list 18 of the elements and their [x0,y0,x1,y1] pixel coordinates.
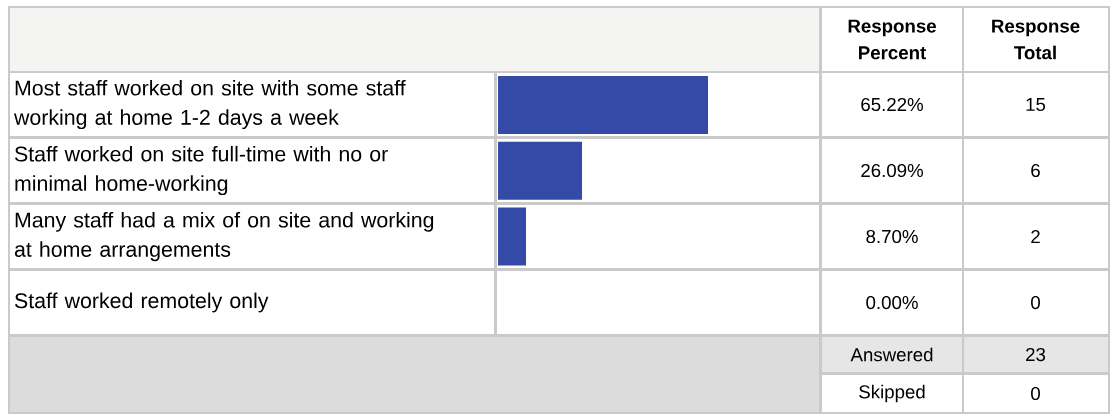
y-tick-label: Staff worked remotely only [14,292,269,313]
text: 6 [1031,163,1040,178]
data-label: 65.22% [861,97,923,112]
text: Response Total [992,19,1080,60]
y-tick-label: Most staff worked on site with some staff working at home 1-2 days a week [13,79,406,130]
y-tick-label: Staff worked on site full-time with no or minimal home-working [14,145,388,196]
text: Answered [850,347,933,362]
y-tick-label: Many staff had a mix of on site and working at home arrangements [14,211,434,262]
data-label: 0.00% [866,295,918,310]
text: Skipped [859,384,925,403]
text: 15 [1026,98,1046,112]
text: 0 [1031,295,1040,310]
text: 2 [1031,229,1040,244]
data-label: 8.70% [866,229,918,244]
text: Response Percent [848,19,936,60]
data-label: 26.09% [861,163,923,178]
text: 0 [1031,386,1040,401]
text: 23 [1026,347,1046,362]
